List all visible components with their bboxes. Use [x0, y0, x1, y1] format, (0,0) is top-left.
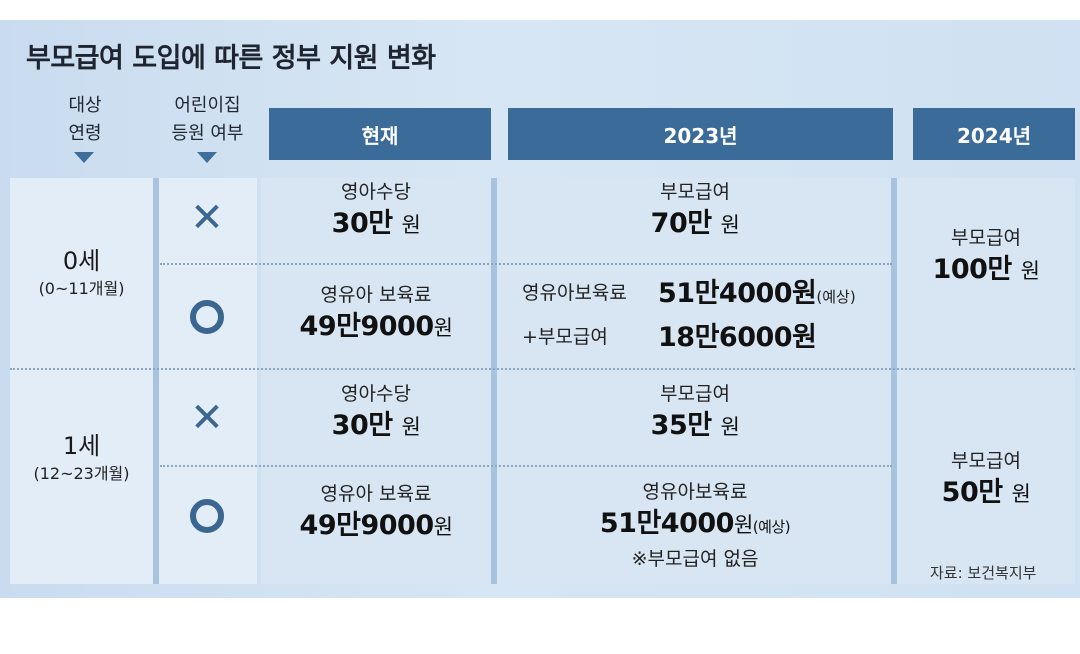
benefit-amount: 51만4000 — [599, 508, 735, 539]
benefit-unit: 원 — [720, 415, 740, 439]
age-header-arrow-icon — [74, 152, 94, 163]
benefit-unit: 원 — [433, 515, 453, 539]
benefit-label: 부모급여 — [951, 227, 1021, 249]
age0-2023-no-daycare: 부모급여 70만 원 — [497, 178, 893, 243]
x-mark-icon: ✕ — [190, 395, 224, 441]
benefit-label: 부모급여 — [951, 450, 1021, 472]
age-header-line1: 대상 — [68, 95, 102, 116]
y2024-header: 2024년 — [913, 108, 1075, 160]
benefit-unit: 원 — [401, 415, 421, 439]
benefit-label: 부모급여 — [660, 181, 730, 203]
age-divider — [10, 368, 1075, 370]
benefit-label: 영아수당 — [341, 181, 411, 203]
y2023-header: 2023년 — [508, 108, 893, 160]
benefit-amount: 35만 — [650, 410, 712, 441]
age0-cell: 0세 (0~11개월) — [10, 245, 153, 301]
current-header: 현재 — [269, 108, 491, 160]
benefit-amount: 49만9000 — [299, 311, 435, 342]
age1-2023-no-daycare: 부모급여 35만 원 — [497, 380, 893, 445]
benefit-amount: 30만 — [331, 410, 393, 441]
benefit-label: +부모급여 — [522, 326, 608, 348]
age1-2024: 부모급여 50만 원 — [897, 447, 1075, 512]
benefit-label: 영유아보육료 — [522, 282, 627, 304]
age0-2023-daycare-line1: 영유아보육료 — [522, 278, 627, 305]
benefit-unit: 원 — [1011, 482, 1031, 506]
benefit-label: 영유아보육료 — [642, 481, 748, 503]
age0-current-daycare: 영유아 보육료 49만9000원 — [261, 281, 491, 346]
x-mark-icon: ✕ — [190, 195, 224, 241]
age0-range: (0~11개월) — [38, 279, 125, 298]
y2024-column — [897, 178, 1075, 584]
column-separator — [891, 178, 897, 584]
benefit-amount: 30만 — [331, 208, 393, 239]
estimate-note: (예상) — [816, 288, 856, 306]
benefit-amount: 49만9000 — [299, 510, 435, 541]
benefit-amount: 18만6000원 — [658, 322, 817, 353]
y2023-column — [497, 178, 893, 584]
benefit-label: 영유아 보육료 — [320, 284, 432, 306]
age-column — [10, 178, 153, 584]
benefit-amount: 50만 — [941, 477, 1003, 508]
age0-2023-daycare-line1-amount: 51만4000원(예상) — [658, 271, 856, 310]
age1-current-daycare: 영유아 보육료 49만9000원 — [261, 480, 491, 545]
row-divider — [160, 465, 892, 467]
column-separator — [153, 178, 159, 584]
age0-label: 0세 — [62, 247, 101, 275]
benefit-amount: 51만4000원 — [658, 278, 817, 309]
age1-label: 1세 — [62, 432, 101, 460]
footnote: ※부모급여 없음 — [631, 548, 759, 570]
row-divider — [160, 263, 892, 265]
benefit-amount: 70만 — [650, 208, 712, 239]
age1-range: (12~23개월) — [33, 464, 130, 483]
age-header-line2: 연령 — [68, 123, 102, 144]
age1-2023-daycare: 영유아보육료 51만4000원(예상) ※부모급여 없음 — [497, 478, 893, 573]
benefit-amount: 100만 — [932, 254, 1013, 285]
column-separator — [491, 178, 497, 584]
benefit-unit: 원 — [720, 213, 740, 237]
age1-current-no-daycare: 영아수당 30만 원 — [261, 380, 491, 445]
age0-current-no-daycare: 영아수당 30만 원 — [261, 178, 491, 243]
current-column — [261, 178, 491, 584]
benefit-label: 영유아 보육료 — [320, 483, 432, 505]
age0-2024: 부모급여 100만 원 — [897, 224, 1075, 289]
benefit-unit: 원 — [433, 316, 453, 340]
benefit-label: 부모급여 — [660, 383, 730, 405]
estimate-note: (예상) — [752, 518, 791, 536]
benefit-unit: 원 — [733, 513, 753, 537]
age0-2023-daycare-line2-amount: 18만6000원 — [658, 315, 817, 354]
age1-cell: 1세 (12~23개월) — [10, 430, 153, 486]
age-header: 대상 연령 — [40, 92, 130, 148]
benefit-label: 영아수당 — [341, 383, 411, 405]
infographic-title: 부모급여 도입에 따른 정부 지원 변화 — [26, 43, 436, 74]
daycare-header: 어린이집 등원 여부 — [155, 92, 260, 148]
benefit-unit: 원 — [401, 213, 421, 237]
daycare-header-arrow-icon — [197, 152, 217, 163]
daycare-header-line1: 어린이집 — [174, 95, 241, 116]
daycare-header-line2: 등원 여부 — [171, 123, 244, 144]
o-mark-icon — [190, 300, 224, 334]
benefit-unit: 원 — [1020, 259, 1040, 283]
source-credit: 자료: 보건복지부 — [930, 564, 1037, 582]
o-mark-icon — [190, 499, 224, 533]
age0-2023-daycare-line2: +부모급여 — [522, 322, 608, 349]
